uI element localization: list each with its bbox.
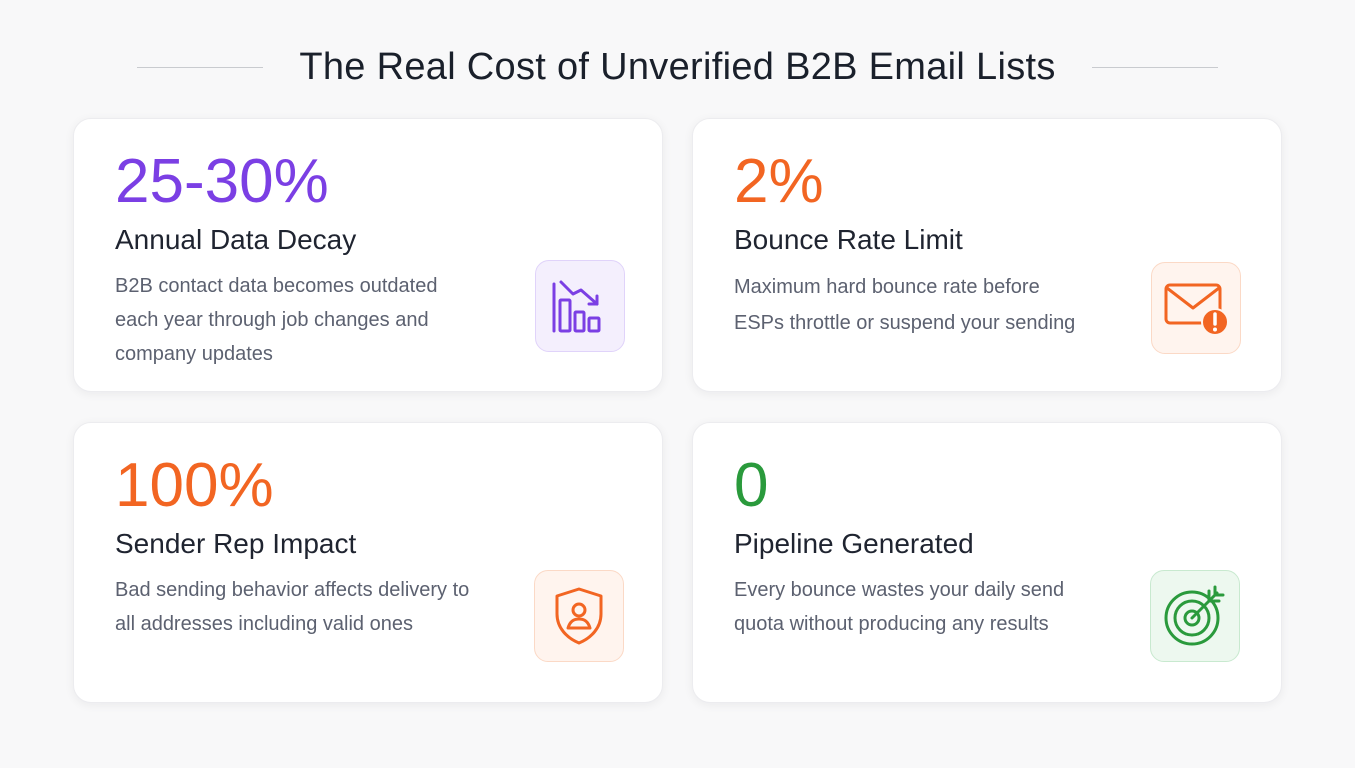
stat-description: Bad sending behavior affects delivery to… <box>115 579 470 635</box>
target-arrow-icon <box>1164 585 1225 646</box>
header-rule-left <box>137 66 264 68</box>
icon-badge <box>535 260 625 352</box>
stat-value: 100% <box>115 451 274 520</box>
stat-card-data-decay: 25-30% Annual Data Decay B2B contact dat… <box>73 118 663 392</box>
stat-label: Bounce Rate Limit <box>734 224 963 255</box>
page-title: The Real Cost of Unverified B2B Email Li… <box>299 45 1056 88</box>
stat-description: Maximum hard bounce rate before ESPs thr… <box>734 276 1076 334</box>
stat-card-pipeline: 0 Pipeline Generated Every bounce wastes… <box>692 422 1282 703</box>
stat-card-sender-reputation: 100% Sender Rep Impact Bad sending behav… <box>73 422 663 703</box>
header-rule-right <box>1091 66 1218 68</box>
stat-label: Sender Rep Impact <box>115 528 357 559</box>
icon-badge <box>1151 262 1241 354</box>
header: The Real Cost of Unverified B2B Email Li… <box>0 40 1355 94</box>
shield-user-icon <box>555 587 603 645</box>
stat-card-bounce-rate: 2% Bounce Rate Limit Maximum hard bounce… <box>692 118 1282 392</box>
declining-bar-chart-icon <box>552 280 601 333</box>
stat-label: Annual Data Decay <box>115 224 357 255</box>
stat-label: Pipeline Generated <box>734 528 974 559</box>
envelope-alert-icon <box>1164 283 1229 336</box>
stat-description: B2B contact data becomes outdated each y… <box>115 275 438 365</box>
stat-value: 0 <box>734 451 769 520</box>
icon-badge <box>534 570 624 662</box>
stat-description: Every bounce wastes your daily send quot… <box>734 579 1065 635</box>
stat-value: 25-30% <box>115 147 329 216</box>
icon-badge <box>1150 570 1240 662</box>
stat-value: 2% <box>734 147 824 216</box>
